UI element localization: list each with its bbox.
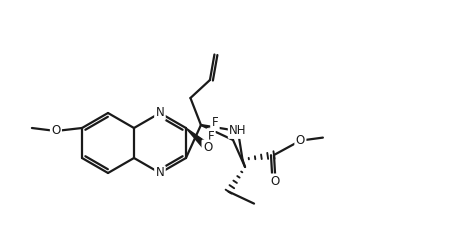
- Text: NH: NH: [229, 125, 247, 138]
- Text: F: F: [212, 117, 218, 130]
- Text: N: N: [156, 106, 164, 119]
- Text: O: O: [203, 141, 212, 154]
- Text: O: O: [296, 134, 305, 147]
- Polygon shape: [186, 128, 210, 150]
- Text: O: O: [51, 125, 61, 138]
- Text: F: F: [207, 130, 214, 143]
- Text: N: N: [156, 167, 164, 180]
- Text: O: O: [271, 175, 280, 188]
